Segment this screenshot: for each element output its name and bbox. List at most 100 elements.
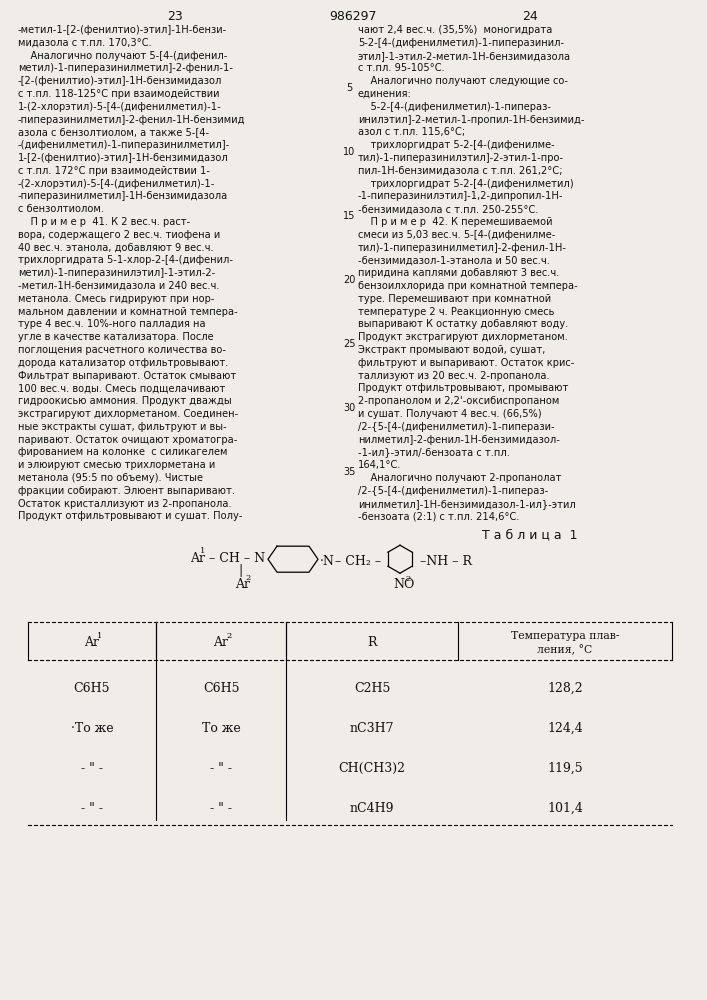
Text: Экстракт промывают водой, сушат,: Экстракт промывают водой, сушат, (358, 345, 545, 355)
Text: Т а б л и ц а  1: Т а б л и ц а 1 (482, 528, 578, 541)
Text: мальном давлении и комнатной темпера-: мальном давлении и комнатной темпера- (18, 307, 238, 317)
Text: угле в качестве катализатора. После: угле в качестве катализатора. После (18, 332, 214, 342)
Text: - " -: - " - (210, 762, 232, 775)
Text: и сушат. Получают 4 вес.ч. (66,5%): и сушат. Получают 4 вес.ч. (66,5%) (358, 409, 542, 419)
Text: пил-1Н-бензимидазола с т.пл. 261,2°С;: пил-1Н-бензимидазола с т.пл. 261,2°С; (358, 166, 563, 176)
Text: тил)-1-пиперазинилэтил]-2-этил-1-про-: тил)-1-пиперазинилэтил]-2-этил-1-про- (358, 153, 564, 163)
Text: 35: 35 (343, 467, 355, 477)
Text: экстрагируют дихлорметаном. Соединен-: экстрагируют дихлорметаном. Соединен- (18, 409, 238, 419)
Text: ·N: ·N (320, 555, 335, 568)
Text: 2: 2 (226, 632, 231, 640)
Text: метил)-1-пиперазинилэтил]-1-этил-2-: метил)-1-пиперазинилэтил]-1-этил-2- (18, 268, 215, 278)
Text: с бензолтиолом.: с бензолтиолом. (18, 204, 104, 214)
Text: этил]-1-этил-2-метил-1Н-бензимидазола: этил]-1-этил-2-метил-1Н-бензимидазола (358, 51, 571, 61)
Text: nC4H9: nC4H9 (350, 802, 395, 815)
Text: – CH – N: – CH – N (205, 552, 265, 565)
Text: - " -: - " - (210, 802, 232, 815)
Text: метил)-1-пиперазинилметил]-2-фенил-1-: метил)-1-пиперазинилметил]-2-фенил-1- (18, 63, 233, 73)
Text: То же: То же (201, 722, 240, 735)
Text: 2: 2 (245, 574, 250, 582)
Text: 986297: 986297 (329, 10, 377, 23)
Text: – CH₂ –: – CH₂ – (331, 555, 381, 568)
Text: Аналогично получают следующие со-: Аналогично получают следующие со- (358, 76, 568, 86)
Text: туре 4 вес.ч. 10%-ного палладия на: туре 4 вес.ч. 10%-ного палладия на (18, 319, 206, 329)
Text: трихлоргидрат 5-2-[4-(дифенилметил): трихлоргидрат 5-2-[4-(дифенилметил) (358, 179, 573, 189)
Text: гидроокисью аммония. Продукт дважды: гидроокисью аммония. Продукт дважды (18, 396, 232, 406)
Text: инилметил]-1Н-бензимидазол-1-ил}-этил: инилметил]-1Н-бензимидазол-1-ил}-этил (358, 499, 575, 509)
Text: 1-(2-хлорэтил)-5-[4-(дифенилметил)-1-: 1-(2-хлорэтил)-5-[4-(дифенилметил)-1- (18, 102, 222, 112)
Text: Продукт экстрагируют дихлорметаном.: Продукт экстрагируют дихлорметаном. (358, 332, 568, 342)
Text: - " -: - " - (81, 762, 103, 775)
Text: Аналогично получают 5-[4-(дифенил-: Аналогично получают 5-[4-(дифенил- (18, 51, 228, 61)
Text: C6H5: C6H5 (203, 682, 239, 695)
Text: П р и м е р  42. К перемешиваемой: П р и м е р 42. К перемешиваемой (358, 217, 552, 227)
Text: -пиперазинилметил]-2-фенил-1Н-бензимид: -пиперазинилметил]-2-фенил-1Н-бензимид (18, 115, 245, 125)
Text: азол с т.пл. 115,6°С;: азол с т.пл. 115,6°С; (358, 127, 465, 137)
Text: фильтруют и выпаривают. Остаток крис-: фильтруют и выпаривают. Остаток крис- (358, 358, 574, 368)
Text: бензоилхлорида при комнатной темпера-: бензоилхлорида при комнатной темпера- (358, 281, 578, 291)
Text: вора, содержащего 2 вес.ч. тиофена и: вора, содержащего 2 вес.ч. тиофена и (18, 230, 221, 240)
Text: нилметил]-2-фенил-1Н-бензимидазол-: нилметил]-2-фенил-1Н-бензимидазол- (358, 435, 560, 445)
Text: Остаток кристаллизуют из 2-пропанола.: Остаток кристаллизуют из 2-пропанола. (18, 499, 232, 509)
Text: пиридина каплями добавляют 3 вес.ч.: пиридина каплями добавляют 3 вес.ч. (358, 268, 559, 278)
Text: П р и м е р  41. К 2 вес.ч. раст-: П р и м е р 41. К 2 вес.ч. раст- (18, 217, 190, 227)
Text: Продукт отфильтровывают, промывают: Продукт отфильтровывают, промывают (358, 383, 568, 393)
Text: и элюируют смесью трихлорметана и: и элюируют смесью трихлорметана и (18, 460, 215, 470)
Text: метанола (95:5 по объему). Чистые: метанола (95:5 по объему). Чистые (18, 473, 203, 483)
Text: азола с бензолтиолом, а также 5-[4-: азола с бензолтиолом, а также 5-[4- (18, 127, 209, 137)
Text: -(2-хлорэтил)-5-[4-(дифенилметил)-1-: -(2-хлорэтил)-5-[4-(дифенилметил)-1- (18, 179, 216, 189)
Text: Ar: Ar (85, 636, 100, 649)
Text: 128,2: 128,2 (547, 682, 583, 695)
Text: 40 вес.ч. этанола, добавляют 9 вес.ч.: 40 вес.ч. этанола, добавляют 9 вес.ч. (18, 243, 214, 253)
Text: 10: 10 (343, 147, 355, 157)
Text: 1: 1 (97, 632, 103, 640)
Text: Фильтрат выпаривают. Остаток смывают: Фильтрат выпаривают. Остаток смывают (18, 371, 236, 381)
Text: ления, °С: ления, °С (537, 644, 592, 655)
Text: Ar: Ar (235, 578, 250, 591)
Text: C6H5: C6H5 (74, 682, 110, 695)
Text: фированием на колонке  с силикагелем: фированием на колонке с силикагелем (18, 447, 228, 457)
Text: 100 вес.ч. воды. Смесь подщелачивают: 100 вес.ч. воды. Смесь подщелачивают (18, 383, 226, 393)
Text: -пиперазинилметил]-1Н-бензимидазола: -пиперазинилметил]-1Н-бензимидазола (18, 191, 228, 201)
Text: мидазола с т.пл. 170,3°С.: мидазола с т.пл. 170,3°С. (18, 38, 152, 48)
Text: -1-пиперазинилэтил]-1,2-дипропил-1Н-: -1-пиперазинилэтил]-1,2-дипропил-1Н- (358, 191, 563, 201)
Text: выпаривают К остатку добавляют воду.: выпаривают К остатку добавляют воду. (358, 319, 568, 329)
Text: туре. Перемешивают при комнатной: туре. Перемешивают при комнатной (358, 294, 551, 304)
Text: 25: 25 (343, 339, 355, 349)
Text: NO: NO (393, 578, 414, 591)
Text: 5-2-[4-(дифенилметил)-1-пиперазинил-: 5-2-[4-(дифенилметил)-1-пиперазинил- (358, 38, 564, 48)
Text: поглощения расчетного количества во-: поглощения расчетного количества во- (18, 345, 226, 355)
Text: /2-{5-[4-(дифенилметил)-1-пиперази-: /2-{5-[4-(дифенилметил)-1-пиперази- (358, 422, 554, 432)
Text: паривают. Остаток очищают хроматогра-: паривают. Остаток очищают хроматогра- (18, 435, 238, 445)
Text: C2H5: C2H5 (354, 682, 390, 695)
Text: /2-{5-[4-(дифенилметил)-1-пипераз-: /2-{5-[4-(дифенилметил)-1-пипераз- (358, 486, 548, 496)
Text: -метил-1Н-бензимидазола и 240 вес.ч.: -метил-1Н-бензимидазола и 240 вес.ч. (18, 281, 219, 291)
Text: Ar: Ar (214, 636, 228, 649)
Text: 24: 24 (522, 10, 538, 23)
Text: метанола. Смесь гидрируют при нор-: метанола. Смесь гидрируют при нор- (18, 294, 214, 304)
Text: смеси из 5,03 вес.ч. 5-[4-(дифенилме-: смеси из 5,03 вес.ч. 5-[4-(дифенилме- (358, 230, 556, 240)
Text: дорода катализатор отфильтровывают.: дорода катализатор отфильтровывают. (18, 358, 228, 368)
Text: 164,1°С.: 164,1°С. (358, 460, 402, 470)
Text: 20: 20 (343, 275, 355, 285)
Text: |: | (238, 564, 242, 577)
Text: –NH – R: –NH – R (416, 555, 472, 568)
Text: Продукт отфильтровывают и сушат. Полу-: Продукт отфильтровывают и сушат. Полу- (18, 511, 243, 521)
Text: -метил-1-[2-(фенилтио)-этил]-1Н-бензи-: -метил-1-[2-(фенилтио)-этил]-1Н-бензи- (18, 25, 227, 35)
Text: Температура плав-: Температура плав- (510, 631, 619, 641)
Text: тил)-1-пиперазинилметил]-2-фенил-1Н-: тил)-1-пиперазинилметил]-2-фенил-1Н- (358, 243, 567, 253)
Text: -(дифенилметил)-1-пиперазинилметил]-: -(дифенилметил)-1-пиперазинилметил]- (18, 140, 230, 150)
Text: трихлоргидрата 5-1-хлор-2-[4-(дифенил-: трихлоргидрата 5-1-хлор-2-[4-(дифенил- (18, 255, 233, 265)
Text: трихлоргидрат 5-2-[4-(дифенилме-: трихлоргидрат 5-2-[4-(дифенилме- (358, 140, 555, 150)
Text: инилэтил]-2-метил-1-пропил-1Н-бензимид-: инилэтил]-2-метил-1-пропил-1Н-бензимид- (358, 115, 585, 125)
Text: 23: 23 (167, 10, 183, 23)
Text: чают 2,4 вес.ч. (35,5%)  моногидрата: чают 2,4 вес.ч. (35,5%) моногидрата (358, 25, 552, 35)
Text: с т.пл. 95-105°С.: с т.пл. 95-105°С. (358, 63, 445, 73)
Text: -бензоата (2:1) с т.пл. 214,6°С.: -бензоата (2:1) с т.пл. 214,6°С. (358, 511, 520, 521)
Text: 5-2-[4-(дифенилметил)-1-пипераз-: 5-2-[4-(дифенилметил)-1-пипераз- (358, 102, 551, 112)
Text: 119,5: 119,5 (547, 762, 583, 775)
Text: 124,4: 124,4 (547, 722, 583, 735)
Text: CH(CH3)2: CH(CH3)2 (339, 762, 406, 775)
Text: -[2-(фенилтио)-этил]-1Н-бензимидазол: -[2-(фенилтио)-этил]-1Н-бензимидазол (18, 76, 223, 86)
Text: температуре 2 ч. Реакционную смесь: температуре 2 ч. Реакционную смесь (358, 307, 554, 317)
